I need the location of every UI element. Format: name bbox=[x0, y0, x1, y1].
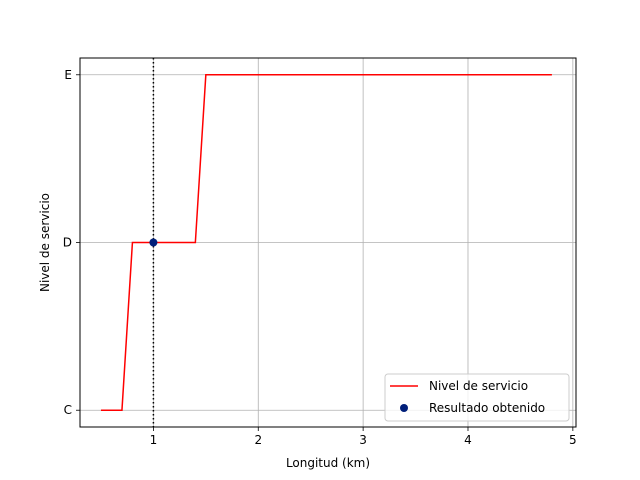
x-tick-label: 1 bbox=[150, 433, 158, 447]
y-axis-ticks: C D E bbox=[63, 68, 80, 417]
legend-entry-line: Nivel de servicio bbox=[429, 379, 528, 393]
y-tick-label: E bbox=[64, 68, 72, 82]
x-tick-label: 3 bbox=[359, 433, 367, 447]
legend-swatch-point bbox=[400, 404, 408, 412]
legend-box bbox=[384, 373, 570, 422]
legend: Nivel de servicio Resultado obtenido bbox=[384, 373, 570, 422]
y-axis-label: Nivel de servicio bbox=[38, 193, 52, 292]
x-axis-ticks: 1 2 3 4 5 bbox=[150, 427, 577, 447]
result-point bbox=[149, 238, 158, 247]
x-tick-label: 5 bbox=[569, 433, 577, 447]
plot-area bbox=[100, 58, 552, 427]
legend-entry-point: Resultado obtenido bbox=[429, 401, 545, 415]
x-tick-label: 2 bbox=[254, 433, 262, 447]
x-axis-label: Longitud (km) bbox=[286, 456, 370, 470]
x-tick-label: 4 bbox=[464, 433, 472, 447]
series-line bbox=[100, 74, 552, 411]
y-tick-label: D bbox=[63, 236, 72, 250]
y-tick-label: C bbox=[64, 403, 72, 417]
